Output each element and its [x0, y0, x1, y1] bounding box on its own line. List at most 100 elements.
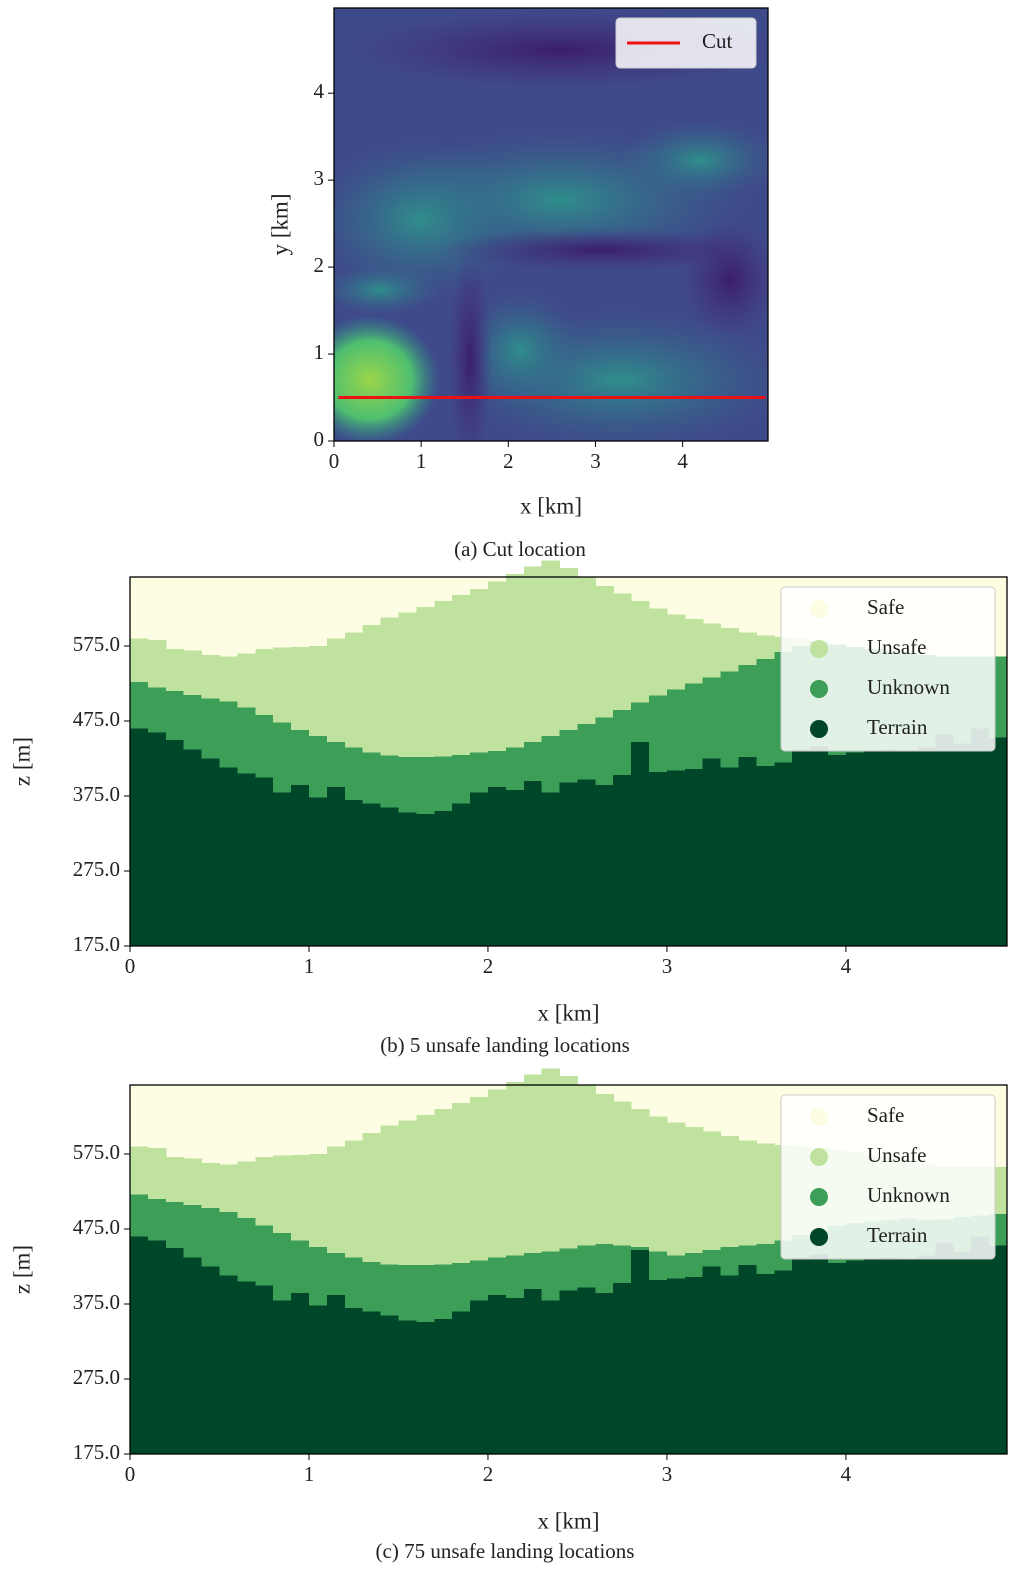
y-axis-title: z [m]: [9, 1245, 34, 1294]
region-cell: [631, 742, 649, 946]
region-cell: [613, 1246, 631, 1284]
region-cell: [345, 1258, 363, 1308]
region-cell: [345, 1308, 363, 1454]
x-tick-label: 4: [841, 1462, 852, 1486]
region-cell: [918, 747, 936, 946]
region-cell: [649, 772, 667, 946]
region-cell: [381, 1126, 399, 1265]
region-cell: [237, 654, 255, 708]
region-cell: [416, 1265, 434, 1322]
region-cell: [398, 612, 416, 757]
region-cell: [631, 601, 649, 702]
region-cell: [756, 636, 774, 659]
region-cell: [166, 740, 184, 946]
legend-swatch: [810, 1108, 828, 1126]
region-cell: [506, 790, 524, 946]
region-cell: [291, 730, 309, 785]
region-cell: [685, 684, 703, 770]
region-cell: [255, 1225, 273, 1285]
region-cell: [739, 1265, 757, 1454]
region-cell: [703, 678, 721, 759]
region-cell: [971, 1237, 989, 1455]
region-cell: [649, 1117, 667, 1252]
region-cell: [130, 682, 148, 729]
region-cell: [756, 1274, 774, 1454]
region-cell: [560, 568, 578, 730]
region-cell: [381, 807, 399, 946]
region-cell: [524, 1289, 542, 1454]
region-cell: [542, 1069, 560, 1252]
region-cell: [363, 1262, 381, 1312]
region-cell: [452, 1312, 470, 1455]
region-cell: [166, 691, 184, 740]
region-cell: [130, 639, 148, 683]
region-cell: [184, 651, 202, 695]
region-cell: [989, 1246, 1007, 1455]
region-cell: [756, 1244, 774, 1274]
region-cell: [184, 1205, 202, 1258]
region-cell: [273, 1300, 291, 1454]
y-tick-label: 475.0: [73, 707, 120, 731]
x-tick-label: 4: [841, 954, 852, 978]
region-cell: [595, 1244, 613, 1293]
region-cell: [488, 1258, 506, 1296]
region-cell: [685, 1253, 703, 1277]
region-cell: [685, 1127, 703, 1253]
region-cell: [577, 1246, 595, 1288]
page: {"chart_data": [ {"type": "line", "capti…: [0, 0, 1011, 1575]
region-cell: [381, 756, 399, 808]
region-cell: [703, 759, 721, 947]
region-cell: [631, 1109, 649, 1247]
legend-swatch: [810, 1188, 828, 1206]
region-cell: [488, 1295, 506, 1454]
y-tick-label: 3: [314, 166, 325, 190]
y-tick-label: 375.0: [73, 1290, 120, 1314]
x-tick-label: 0: [125, 954, 136, 978]
region-cell: [685, 769, 703, 946]
region-cell: [130, 1195, 148, 1237]
x-axis-title: x [km]: [538, 1508, 600, 1533]
region-cell: [148, 687, 166, 732]
region-cell: [703, 624, 721, 678]
region-cell: [864, 1259, 882, 1454]
region-cell: [398, 1265, 416, 1321]
region-cell: [416, 1322, 434, 1454]
region-cell: [649, 609, 667, 696]
region-cell: [452, 804, 470, 947]
region-cell: [148, 1148, 166, 1199]
region-cell: [309, 798, 327, 947]
region-cell: [918, 1255, 936, 1454]
region-cell: [416, 607, 434, 757]
region-cell: [434, 1319, 452, 1454]
region-cell: [613, 594, 631, 710]
region-cell: [542, 792, 560, 946]
y-tick-label: 175.0: [73, 932, 120, 956]
region-cell: [291, 647, 309, 730]
region-cell: [882, 1258, 900, 1455]
region-cell: [219, 1276, 237, 1455]
region-cell: [739, 633, 757, 665]
region-cell: [273, 723, 291, 793]
region-cell: [291, 785, 309, 946]
region-cell: [470, 589, 488, 753]
caption: (a) Cut location: [454, 537, 586, 561]
legend-label: Unsafe: [867, 635, 926, 659]
region-cell: [291, 1155, 309, 1241]
region-cell: [398, 1321, 416, 1455]
region-cell: [577, 1085, 595, 1246]
region-cell: [846, 1261, 864, 1455]
region-cell: [756, 1144, 774, 1245]
region-cell: [810, 1255, 828, 1455]
region-cell: [739, 1246, 757, 1266]
region-cell: [739, 665, 757, 757]
x-axis-title: x [km]: [538, 1000, 600, 1025]
region-cell: [488, 582, 506, 752]
x-tick-label: 3: [662, 1462, 673, 1486]
region-cell: [649, 1252, 667, 1281]
region-cell: [470, 1097, 488, 1261]
region-cell: [327, 639, 345, 743]
region-cell: [703, 1132, 721, 1251]
x-tick-label: 0: [125, 1462, 136, 1486]
region-cell: [434, 601, 452, 756]
legend-swatch: [810, 720, 828, 738]
